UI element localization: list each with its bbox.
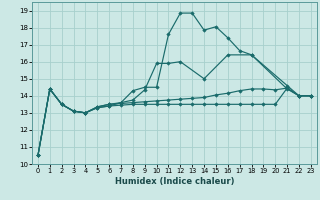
X-axis label: Humidex (Indice chaleur): Humidex (Indice chaleur): [115, 177, 234, 186]
